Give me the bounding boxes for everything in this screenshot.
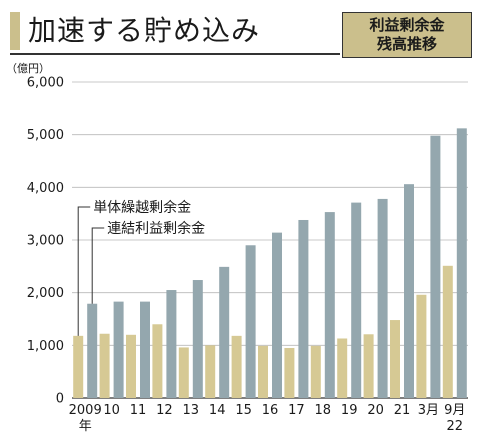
x-tick-label: 11 — [130, 403, 147, 418]
legend-leader-line — [91, 227, 105, 304]
bar-standalone-5 — [205, 345, 216, 398]
title-marker — [10, 12, 20, 50]
legend-label: 単体繰越剰余金 — [93, 199, 191, 216]
y-tick-label: 5,000 — [27, 128, 64, 143]
x-tick-label: 9月 — [444, 403, 465, 418]
bar-standalone-9 — [310, 345, 321, 398]
bar-standalone-11 — [363, 334, 374, 398]
bar-standalone-10 — [337, 338, 348, 398]
bar-consolidated-11 — [377, 198, 388, 398]
bar-consolidated-3 — [166, 290, 177, 398]
bar-standalone-8 — [284, 347, 295, 398]
y-axis-ticks: 0 1,000 2,000 3,000 4,000 5,000 6,000 — [27, 76, 64, 407]
y-tick-label: 4,000 — [27, 181, 64, 196]
x-tick-label: 21 — [394, 403, 411, 418]
bar-consolidated-10 — [351, 202, 362, 398]
y-unit-label: （億円） — [6, 62, 50, 75]
bar-consolidated-7 — [272, 232, 282, 398]
badge-line-2: 残高推移 — [376, 35, 437, 53]
x-tick-label: 14 — [209, 403, 226, 418]
x-tick-sublabel: 22 — [447, 419, 464, 434]
bar-consolidated-14 — [456, 128, 467, 398]
bar-consolidated-5 — [219, 266, 230, 398]
legend-leader-line — [77, 206, 91, 336]
bar-consolidated-0 — [87, 303, 98, 398]
bar-consolidated-1 — [113, 301, 124, 398]
y-tick-label: 0 — [56, 392, 64, 407]
badge-line-1: 利益剰余金 — [369, 16, 445, 34]
x-tick-label: 16 — [262, 403, 279, 418]
x-tick-label: 17 — [288, 403, 305, 418]
bar-standalone-13 — [416, 294, 427, 398]
y-tick-label: 3,000 — [27, 234, 64, 249]
y-tick-label: 1,000 — [27, 339, 64, 354]
x-tick-label: 19 — [341, 403, 358, 418]
bar-consolidated-12 — [404, 184, 414, 398]
gridlines — [72, 81, 468, 399]
bar-consolidated-2 — [140, 301, 150, 398]
y-tick-label: 2,000 — [27, 286, 64, 301]
bar-standalone-0 — [73, 335, 84, 398]
bar-consolidated-9 — [324, 212, 335, 398]
bars — [73, 128, 467, 398]
bar-standalone-12 — [390, 320, 400, 398]
x-tick-label: 3月 — [418, 403, 439, 418]
x-tick-label: 10 — [103, 403, 120, 418]
bar-standalone-6 — [231, 335, 242, 398]
x-tick-label: 12 — [156, 403, 173, 418]
bar-standalone-4 — [178, 347, 189, 398]
legend-label: 連結利益剰余金 — [107, 220, 205, 237]
x-tick-label: 13 — [183, 403, 200, 418]
bar-consolidated-4 — [192, 280, 203, 398]
x-tick-label: 18 — [315, 403, 332, 418]
bar-standalone-7 — [258, 345, 268, 398]
bar-consolidated-13 — [430, 135, 441, 398]
x-tick-sublabel: 年 — [79, 419, 92, 434]
bar-standalone-2 — [126, 334, 136, 398]
page-title: 加速する貯め込み — [28, 14, 261, 47]
x-tick-label: 15 — [235, 403, 252, 418]
x-tick-label: 2009 — [69, 403, 102, 418]
chart-badge: 利益剰余金 残高推移 — [342, 12, 472, 58]
y-tick-label: 6,000 — [27, 76, 64, 91]
title-rule — [10, 53, 340, 55]
bar-standalone-14 — [442, 265, 453, 398]
x-tick-label: 20 — [367, 403, 384, 418]
bar-standalone-1 — [99, 333, 110, 398]
bar-consolidated-6 — [245, 245, 256, 398]
bar-standalone-3 — [152, 324, 163, 398]
bar-consolidated-8 — [298, 219, 309, 398]
